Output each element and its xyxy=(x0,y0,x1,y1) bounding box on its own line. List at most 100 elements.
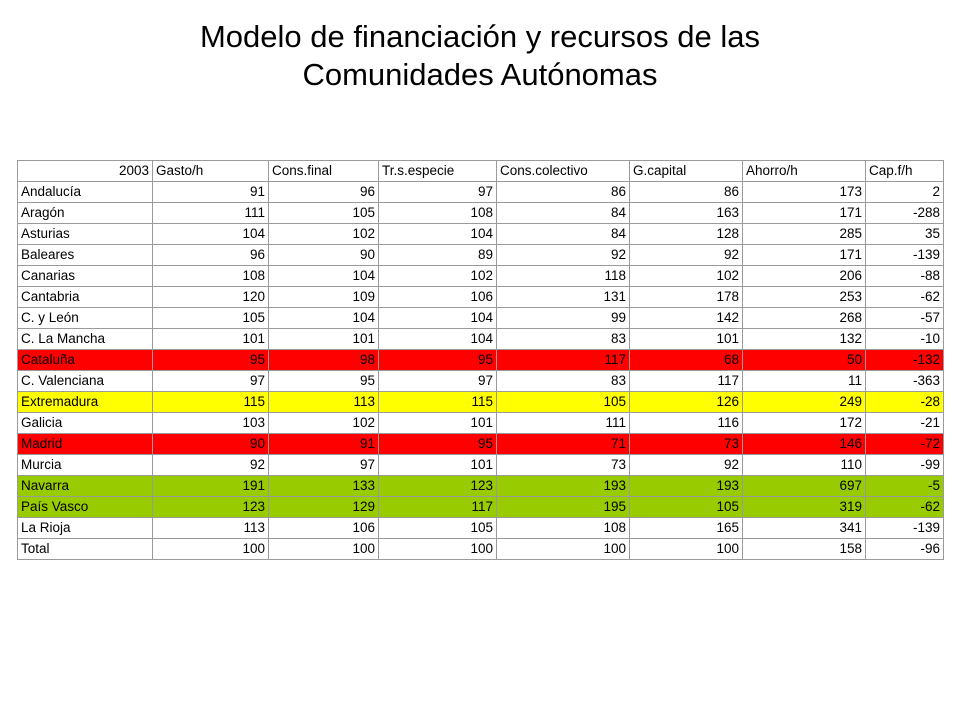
row-label: Cantabria xyxy=(17,286,153,308)
header-gasto: Gasto/h xyxy=(152,160,269,182)
table-row: Andalucía 91 96 97 86 86 173 2 xyxy=(17,181,944,203)
financing-table: 2003 Gasto/h Cons.final Tr.s.especie Con… xyxy=(17,160,944,560)
table-cell: 195 xyxy=(496,496,630,518)
row-label: C. y León xyxy=(17,307,153,329)
table-cell: 128 xyxy=(629,223,743,245)
table-cell: 115 xyxy=(378,391,497,413)
row-label: La Rioja xyxy=(17,517,153,539)
table-cell: 268 xyxy=(742,307,866,329)
table-cell: 105 xyxy=(152,307,269,329)
table-cell: -10 xyxy=(865,328,944,350)
table-row: Madrid 90 91 95 71 73 146 -72 xyxy=(17,433,944,455)
row-label: C. La Mancha xyxy=(17,328,153,350)
table-cell: 104 xyxy=(268,307,379,329)
header-cons-final: Cons.final xyxy=(268,160,379,182)
table-cell: 129 xyxy=(268,496,379,518)
table-cell: 173 xyxy=(742,181,866,203)
table-cell: 117 xyxy=(496,349,630,371)
table-cell: 146 xyxy=(742,433,866,455)
table-cell: 96 xyxy=(152,244,269,266)
table-cell: 95 xyxy=(378,433,497,455)
table-cell: 101 xyxy=(152,328,269,350)
table-cell: 172 xyxy=(742,412,866,434)
table-cell: 83 xyxy=(496,370,630,392)
table-cell: 101 xyxy=(629,328,743,350)
table-cell: 84 xyxy=(496,202,630,224)
table-cell: 132 xyxy=(742,328,866,350)
table-cell: 92 xyxy=(152,454,269,476)
table-cell: 116 xyxy=(629,412,743,434)
table-cell: -288 xyxy=(865,202,944,224)
row-label: Cataluña xyxy=(17,349,153,371)
table-cell: 89 xyxy=(378,244,497,266)
table-cell: 111 xyxy=(496,412,630,434)
table-cell: 123 xyxy=(378,475,497,497)
table-cell: 109 xyxy=(268,286,379,308)
table-row: C. y León 105 104 104 99 142 268 -57 xyxy=(17,307,944,329)
table-cell: -96 xyxy=(865,538,944,560)
table-cell: 68 xyxy=(629,349,743,371)
table-cell: 117 xyxy=(629,370,743,392)
table-cell: 84 xyxy=(496,223,630,245)
table-cell: 97 xyxy=(152,370,269,392)
table-cell: -5 xyxy=(865,475,944,497)
table-cell: -139 xyxy=(865,244,944,266)
table-row: Total 100 100 100 100 100 158 -96 xyxy=(17,538,944,560)
row-label: Andalucía xyxy=(17,181,153,203)
table-row: C. La Mancha 101 101 104 83 101 132 -10 xyxy=(17,328,944,350)
table-cell: 95 xyxy=(152,349,269,371)
row-label: Navarra xyxy=(17,475,153,497)
table-cell: 86 xyxy=(629,181,743,203)
header-cons-colectivo: Cons.colectivo xyxy=(496,160,630,182)
row-label: Baleares xyxy=(17,244,153,266)
table-cell: 193 xyxy=(496,475,630,497)
table-cell: 96 xyxy=(268,181,379,203)
table-cell: 95 xyxy=(378,349,497,371)
table-row: Aragón 111 105 108 84 163 171 -288 xyxy=(17,202,944,224)
table-cell: 697 xyxy=(742,475,866,497)
table-cell: 133 xyxy=(268,475,379,497)
table-cell: 178 xyxy=(629,286,743,308)
table-row: Cantabria 120 109 106 131 178 253 -62 xyxy=(17,286,944,308)
table-cell: 113 xyxy=(152,517,269,539)
table-cell: 97 xyxy=(268,454,379,476)
table-cell: 249 xyxy=(742,391,866,413)
header-year: 2003 xyxy=(17,160,153,182)
table-cell: 253 xyxy=(742,286,866,308)
header-g-capital: G.capital xyxy=(629,160,743,182)
table-cell: 165 xyxy=(629,517,743,539)
table-cell: 50 xyxy=(742,349,866,371)
table-cell: 11 xyxy=(742,370,866,392)
table-cell: 104 xyxy=(378,223,497,245)
table-cell: 99 xyxy=(496,307,630,329)
table-cell: 92 xyxy=(629,454,743,476)
table-cell: -132 xyxy=(865,349,944,371)
table-row: Baleares 96 90 89 92 92 171 -139 xyxy=(17,244,944,266)
header-ahorro: Ahorro/h xyxy=(742,160,866,182)
page-title-line2: Comunidades Autónomas xyxy=(302,57,658,92)
table-cell: 97 xyxy=(378,181,497,203)
table-cell: -99 xyxy=(865,454,944,476)
table-cell: 104 xyxy=(378,328,497,350)
table-row: Canarias 108 104 102 118 102 206 -88 xyxy=(17,265,944,287)
table-cell: 95 xyxy=(268,370,379,392)
row-label: Madrid xyxy=(17,433,153,455)
table-cell: 92 xyxy=(496,244,630,266)
table-cell: 110 xyxy=(742,454,866,476)
table-cell: 105 xyxy=(496,391,630,413)
table-cell: 171 xyxy=(742,202,866,224)
table-cell: 100 xyxy=(629,538,743,560)
table-cell: 102 xyxy=(378,265,497,287)
table-cell: 102 xyxy=(629,265,743,287)
table-cell: 191 xyxy=(152,475,269,497)
page-title-line1: Modelo de financiación y recursos de las xyxy=(199,19,761,54)
table-cell: 103 xyxy=(152,412,269,434)
header-cap-f: Cap.f/h xyxy=(865,160,944,182)
table-cell: 97 xyxy=(378,370,497,392)
table-cell: -363 xyxy=(865,370,944,392)
table-cell: 90 xyxy=(152,433,269,455)
table-cell: 100 xyxy=(268,538,379,560)
table-cell: 158 xyxy=(742,538,866,560)
table-row: C. Valenciana 97 95 97 83 117 11 -363 xyxy=(17,370,944,392)
table-cell: 131 xyxy=(496,286,630,308)
